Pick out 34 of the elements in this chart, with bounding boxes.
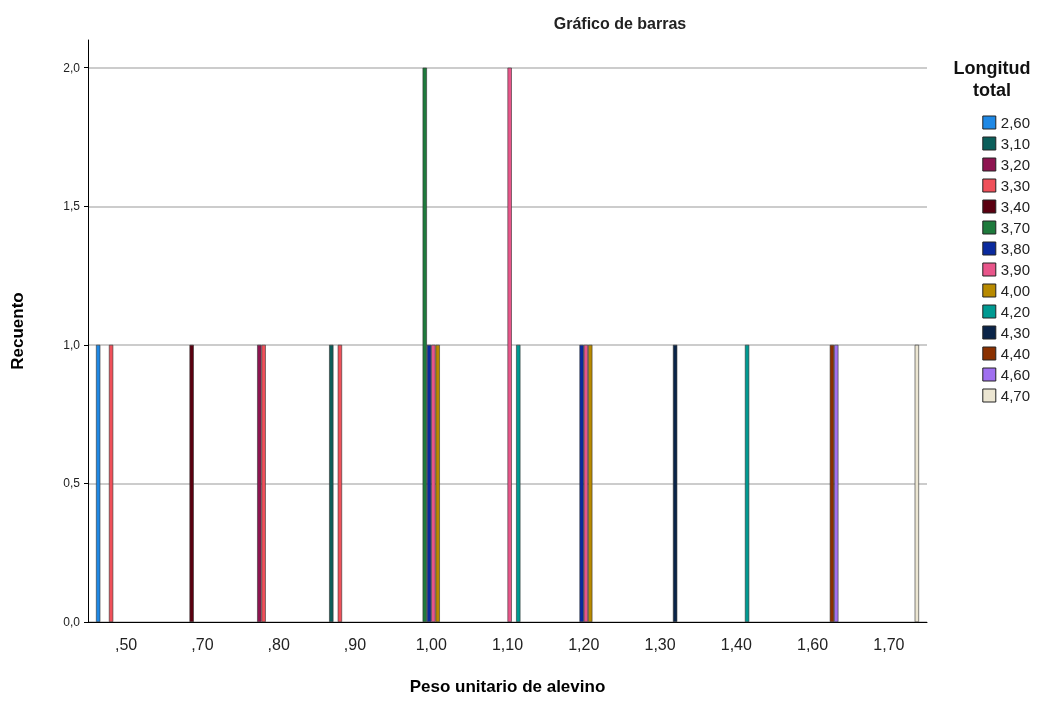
chart-title: Gráfico de barras bbox=[553, 14, 687, 32]
legend-label: 3,80 bbox=[1000, 240, 1031, 257]
y-tick-label: 1,5 bbox=[63, 199, 81, 214]
y-tick-label: 2,0 bbox=[63, 60, 81, 75]
x-tick-label: 1,30 bbox=[644, 635, 676, 653]
x-tick-label: ,50 bbox=[115, 635, 138, 653]
x-tick-label: ,70 bbox=[191, 635, 214, 653]
x-tick-label: ,90 bbox=[343, 635, 367, 653]
legend-title: Longitud total bbox=[953, 58, 1031, 100]
x-tick-label: ,80 bbox=[267, 635, 290, 653]
legend-label: 3,20 bbox=[1000, 156, 1031, 173]
legend-label: 4,30 bbox=[1000, 324, 1031, 341]
legend-label: 4,70 bbox=[1000, 387, 1031, 404]
x-tick-label: 1,40 bbox=[720, 635, 752, 653]
x-axis-title: Peso unitario de alevino bbox=[409, 677, 606, 696]
x-tick-label: 1,10 bbox=[491, 635, 524, 653]
x-tick-label: 1,70 bbox=[873, 635, 905, 653]
x-tick-label: 1,60 bbox=[797, 635, 829, 653]
legend-label: 2,60 bbox=[1000, 114, 1031, 131]
y-tick-label: 0,5 bbox=[63, 476, 81, 491]
x-tick-label: 1,00 bbox=[415, 635, 447, 653]
y-tick-label: 0,0 bbox=[63, 615, 81, 629]
legend-label: 3,40 bbox=[1000, 198, 1031, 215]
legend-label: 4,00 bbox=[1000, 282, 1031, 299]
legend-label: 3,30 bbox=[1000, 177, 1031, 194]
legend-label: 4,20 bbox=[1000, 303, 1031, 320]
legend-label: 3,90 bbox=[1000, 261, 1031, 278]
legend-label: 3,10 bbox=[1000, 135, 1031, 152]
y-axis-title: Recuento bbox=[8, 292, 27, 370]
y-tick-label: 1,0 bbox=[63, 337, 81, 352]
legend-label: 3,70 bbox=[1000, 219, 1031, 236]
x-tick-label: 1,20 bbox=[568, 635, 600, 653]
legend-label: 4,40 bbox=[1000, 345, 1031, 362]
legend-label: 4,60 bbox=[1000, 366, 1031, 383]
